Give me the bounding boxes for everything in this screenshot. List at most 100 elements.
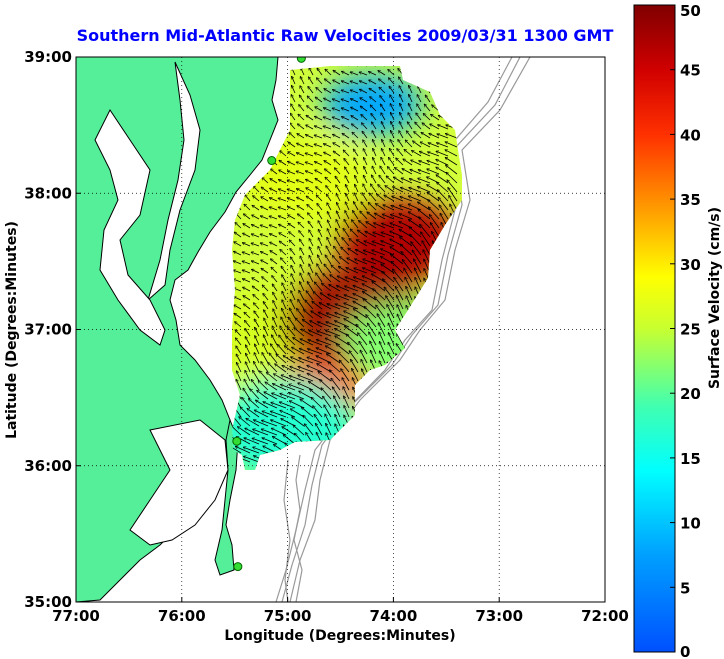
velocity-arrow [253, 294, 260, 301]
velocity-arrow [300, 399, 314, 409]
velocity-arrow [325, 255, 332, 265]
velocity-arrow [299, 348, 314, 355]
velocity-arrow [318, 246, 323, 256]
velocity-arrow [257, 390, 269, 400]
velocity-arrow [309, 247, 314, 256]
velocity-arrow [418, 170, 431, 175]
velocity-arrow [235, 446, 251, 454]
velocity-arrow [324, 264, 332, 274]
velocity-arrow [323, 135, 332, 139]
velocity-arrow [351, 107, 359, 112]
velocity-arrow [305, 135, 314, 139]
velocity-arrow [382, 130, 386, 139]
velocity-arrow [255, 327, 260, 337]
velocity-arrow [354, 158, 359, 166]
velocity-arrow [406, 286, 413, 301]
velocity-arrow [261, 197, 269, 202]
velocity-arrow [323, 396, 332, 409]
velocity-arrow [298, 375, 314, 382]
velocity-arrow [282, 365, 296, 373]
velocity-arrow [345, 185, 350, 193]
velocity-arrow [323, 108, 332, 112]
velocity-arrow [342, 71, 350, 76]
velocity-arrow [233, 279, 242, 283]
velocity-arrow [283, 356, 296, 364]
velocity-arrow [334, 396, 341, 409]
velocity-arrow [324, 79, 332, 85]
velocity-arrow [352, 132, 359, 139]
velocity-arrow [297, 197, 305, 202]
velocity-arrow [379, 342, 386, 355]
velocity-arrow [271, 267, 278, 274]
velocity-arrow [270, 169, 278, 175]
velocity-arrow [253, 196, 260, 202]
velocity-arrow [408, 196, 422, 202]
velocity-arrow [291, 104, 296, 112]
velocity-arrow [323, 126, 332, 130]
velocity-arrow [355, 259, 368, 265]
velocity-arrow [350, 72, 359, 76]
velocity-arrow [406, 131, 413, 139]
velocity-arrow [328, 294, 341, 301]
velocity-arrow [362, 131, 368, 139]
velocity-arrow [245, 337, 251, 346]
velocity-arrow [399, 122, 404, 130]
x-tick-label: 75:00 [264, 607, 312, 625]
velocity-arrow [242, 252, 251, 256]
velocity-arrow [428, 200, 440, 211]
velocity-arrow [247, 409, 260, 418]
velocity-arrow [299, 95, 305, 103]
velocity-arrow [353, 149, 359, 157]
velocity-arrow [316, 187, 323, 193]
y-axis-ticks: 35:00 36:00 37:00 38:00 39:00 [24, 48, 81, 611]
velocity-arrow [419, 161, 431, 166]
x-axis-title: Longitude (Degrees:Minutes) [224, 628, 455, 644]
velocity-arrow [289, 232, 296, 238]
velocity-arrow [380, 96, 386, 103]
velocity-arrow [309, 77, 314, 85]
x-tick-label: 72:00 [581, 607, 629, 625]
velocity-arrow [351, 116, 359, 121]
velocity-arrow [391, 131, 395, 139]
velocity-arrow [437, 134, 449, 139]
velocity-arrow [390, 231, 404, 238]
velocity-arrow [381, 149, 386, 157]
velocity-arrow [381, 241, 395, 247]
velocity-arrow [335, 313, 350, 319]
chart-title: Southern Mid-Atlantic Raw Velocities 200… [77, 26, 614, 45]
velocity-arrow [245, 195, 251, 202]
velocity-arrow [324, 161, 332, 166]
velocity-arrow [382, 139, 386, 148]
velocity-arrow [289, 240, 296, 247]
velocity-arrow [288, 317, 296, 328]
velocity-arrow [363, 140, 368, 148]
velocity-arrow [346, 268, 359, 274]
velocity-arrow [233, 270, 242, 274]
velocity-arrow [240, 407, 251, 418]
velocity-arrow [263, 344, 269, 355]
velocity-arrow [397, 305, 404, 319]
velocity-arrow [255, 344, 260, 355]
velocity-arrow [344, 158, 350, 166]
velocity-arrow [275, 364, 287, 373]
velocity-arrow [336, 344, 350, 355]
velocity-arrow [289, 376, 305, 382]
velocity-arrow [414, 132, 422, 139]
velocity-arrow [372, 131, 377, 139]
velocity-arrow [410, 234, 422, 247]
velocity-arrow [358, 333, 368, 346]
velocity-arrow [300, 282, 305, 292]
colorbar-ticks: 0 5 10 15 20 25 30 35 40 45 50 [670, 2, 701, 659]
velocity-arrow [323, 274, 332, 283]
velocity-arrow [252, 215, 260, 220]
velocity-arrow [336, 228, 341, 238]
velocity-arrow [408, 104, 413, 112]
velocity-arrow [377, 314, 386, 328]
velocity-arrow [318, 229, 323, 238]
velocity-arrow [427, 161, 440, 166]
colorbar-tick-label: 0 [680, 643, 690, 659]
velocity-arrow [250, 389, 260, 400]
velocity-arrow [297, 124, 305, 130]
velocity-arrow [359, 72, 368, 76]
velocity-arrow [367, 323, 377, 337]
